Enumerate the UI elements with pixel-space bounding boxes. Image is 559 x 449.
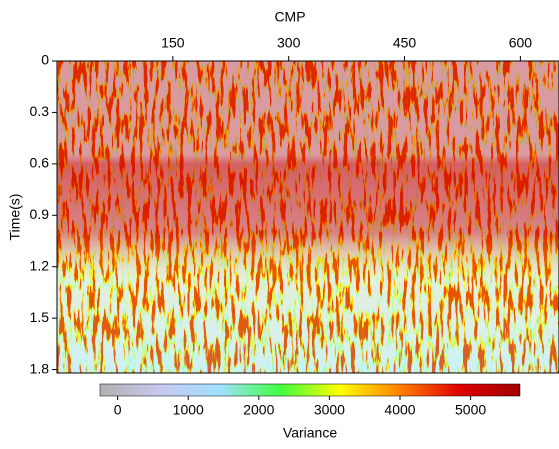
seismic-overlay	[57, 61, 559, 373]
y-tick-label: 1.8	[30, 360, 50, 376]
colorbar-tick-label: 2000	[243, 402, 274, 418]
y-tick-label: 0.3	[30, 103, 50, 119]
y-tick-label: 0.6	[30, 155, 50, 171]
x-tick-label: 300	[277, 35, 301, 51]
colorbar-tick-label: 0	[114, 402, 122, 418]
x-axis-label: CMP	[274, 9, 305, 25]
x-tick-label: 600	[509, 35, 533, 51]
colorbar	[99, 383, 521, 397]
x-tick-label: 450	[393, 35, 417, 51]
colorbar-tick-label: 4000	[384, 402, 415, 418]
plot-frame	[56, 60, 559, 374]
y-tick-label: 1.2	[30, 257, 50, 273]
y-axis-label: Time(s)	[7, 194, 23, 241]
colorbar-label: Variance	[283, 425, 337, 441]
y-tick-label: 0.9	[30, 206, 50, 222]
colorbar-tick-label: 1000	[173, 402, 204, 418]
x-tick-label: 150	[161, 35, 185, 51]
y-tick-label: 1.5	[30, 309, 50, 325]
colorbar-tick-label: 3000	[314, 402, 345, 418]
y-tick-label: 0	[41, 52, 49, 68]
colorbar-tick-label: 5000	[455, 402, 486, 418]
